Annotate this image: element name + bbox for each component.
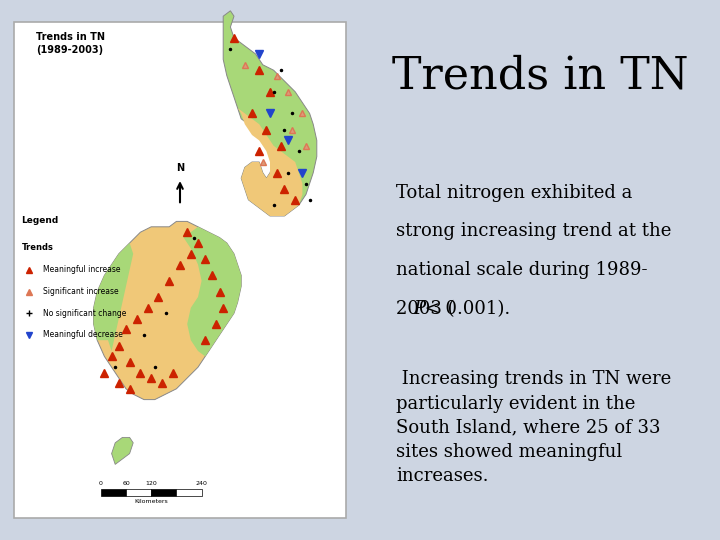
Text: < 0.001).: < 0.001).: [418, 300, 510, 318]
Polygon shape: [184, 227, 241, 356]
Text: N: N: [176, 163, 184, 173]
Text: Increasing trends in TN were
particularly evident in the
South Island, where 25 : Increasing trends in TN were particularl…: [396, 370, 671, 485]
Text: 0: 0: [99, 481, 103, 486]
Text: No significant change: No significant change: [43, 309, 127, 318]
Polygon shape: [94, 221, 241, 400]
Bar: [126, 489, 151, 496]
Text: Meaningful decrease: Meaningful decrease: [43, 330, 123, 339]
Polygon shape: [238, 108, 302, 216]
Text: Legend: Legend: [22, 216, 59, 225]
Text: Total nitrogen exhibited a: Total nitrogen exhibited a: [396, 184, 632, 201]
Text: Trends in TN: Trends in TN: [392, 54, 688, 97]
Text: 60: 60: [122, 481, 130, 486]
Text: Kilometers: Kilometers: [135, 500, 168, 504]
Text: P: P: [413, 300, 425, 318]
Text: strong increasing trend at the: strong increasing trend at the: [396, 222, 671, 240]
Text: Trends in TN
(1989-2003): Trends in TN (1989-2003): [36, 32, 105, 55]
Text: Significant increase: Significant increase: [43, 287, 119, 296]
Bar: [151, 489, 176, 496]
Polygon shape: [94, 243, 133, 351]
Text: 2003 (: 2003 (: [396, 300, 454, 318]
FancyBboxPatch shape: [14, 22, 346, 518]
Polygon shape: [112, 437, 133, 464]
Text: national scale during 1989-: national scale during 1989-: [396, 261, 647, 279]
Bar: [101, 489, 126, 496]
Text: 240: 240: [196, 481, 207, 486]
Text: Trends: Trends: [22, 243, 53, 252]
Text: 120: 120: [145, 481, 157, 486]
Text: Meaningful increase: Meaningful increase: [43, 266, 121, 274]
Polygon shape: [223, 11, 317, 216]
Bar: [176, 489, 202, 496]
